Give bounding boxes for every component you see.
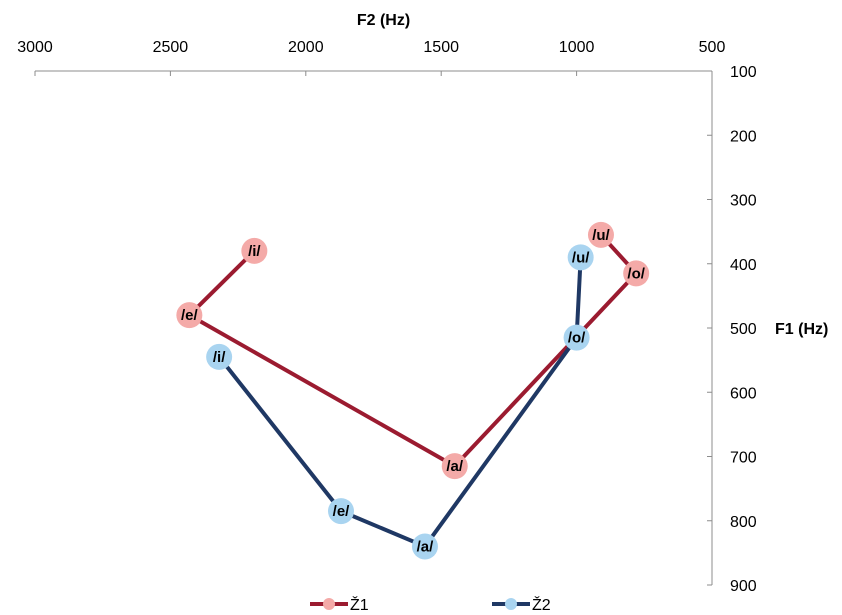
data-point-marker	[587, 221, 614, 248]
series-layer: /i/ /e/ /a/ /o/ /u/ /i/ /e/ /a/ /o/ /u/	[176, 221, 650, 560]
data-point-marker	[206, 343, 233, 370]
legend: Ž1 Ž2	[310, 595, 551, 614]
data-point-marker	[176, 302, 203, 329]
series-2: /i/ /e/ /a/ /o/ /u/	[206, 244, 594, 560]
data-point-marker	[441, 453, 468, 480]
data-point-label: /a/	[417, 538, 435, 555]
x-tick-label: 1500	[423, 39, 459, 56]
data-point-label: /a/	[446, 458, 464, 475]
y-tick-label: 100	[730, 64, 757, 81]
legend-item: Ž1	[310, 595, 369, 614]
x-tick-label: 500	[699, 39, 726, 56]
x-tick-label: 2000	[288, 39, 324, 56]
data-point-label: /e/	[333, 503, 351, 520]
data-point-marker	[241, 237, 268, 264]
y-ticks: 100 200 300 400 500 600 700 800 900	[707, 64, 757, 595]
y-tick-label: 800	[730, 514, 757, 531]
series-line	[217, 257, 583, 549]
legend-item: Ž2	[492, 595, 551, 614]
legend-label: Ž2	[532, 595, 551, 614]
x-tick-label: 3000	[17, 39, 53, 56]
data-point-marker	[563, 324, 590, 351]
data-point-label: /i/	[248, 243, 261, 260]
data-point-label: /u/	[572, 249, 590, 266]
data-point-label: /o/	[627, 265, 645, 282]
data-point-marker	[411, 533, 438, 560]
x-axis-title: F2 (Hz)	[357, 12, 410, 29]
y-tick-label: 200	[730, 128, 757, 145]
y-tick-label: 400	[730, 257, 757, 274]
data-point-label: /o/	[568, 330, 586, 347]
data-point-label: /i/	[213, 349, 226, 366]
y-tick-label: 500	[730, 321, 757, 338]
series-1: /i/ /e/ /a/ /o/ /u/	[176, 221, 650, 480]
data-point-label: /u/	[592, 227, 610, 244]
legend-marker	[505, 598, 517, 610]
y-tick-label: 600	[730, 385, 757, 402]
y-axis: 100 200 300 400 500 600 700 800 900 F1 (Hz)	[707, 64, 828, 595]
x-tick-label: 1000	[559, 39, 595, 56]
y-tick-label: 900	[730, 578, 757, 595]
x-tick-label: 2500	[153, 39, 189, 56]
x-ticks: 3000 2500 2000 1500 1000 500	[17, 39, 725, 76]
y-tick-label: 700	[730, 450, 757, 467]
data-point-marker	[623, 260, 650, 287]
x-axis: 3000 2500 2000 1500 1000 500 F2 (Hz)	[17, 12, 725, 76]
data-point-marker	[328, 498, 355, 525]
data-point-label: /e/	[181, 307, 199, 324]
y-tick-label: 300	[730, 193, 757, 210]
legend-label: Ž1	[350, 595, 369, 614]
y-axis-title: F1 (Hz)	[775, 321, 828, 338]
data-point-marker	[567, 244, 594, 271]
legend-marker	[323, 598, 335, 610]
